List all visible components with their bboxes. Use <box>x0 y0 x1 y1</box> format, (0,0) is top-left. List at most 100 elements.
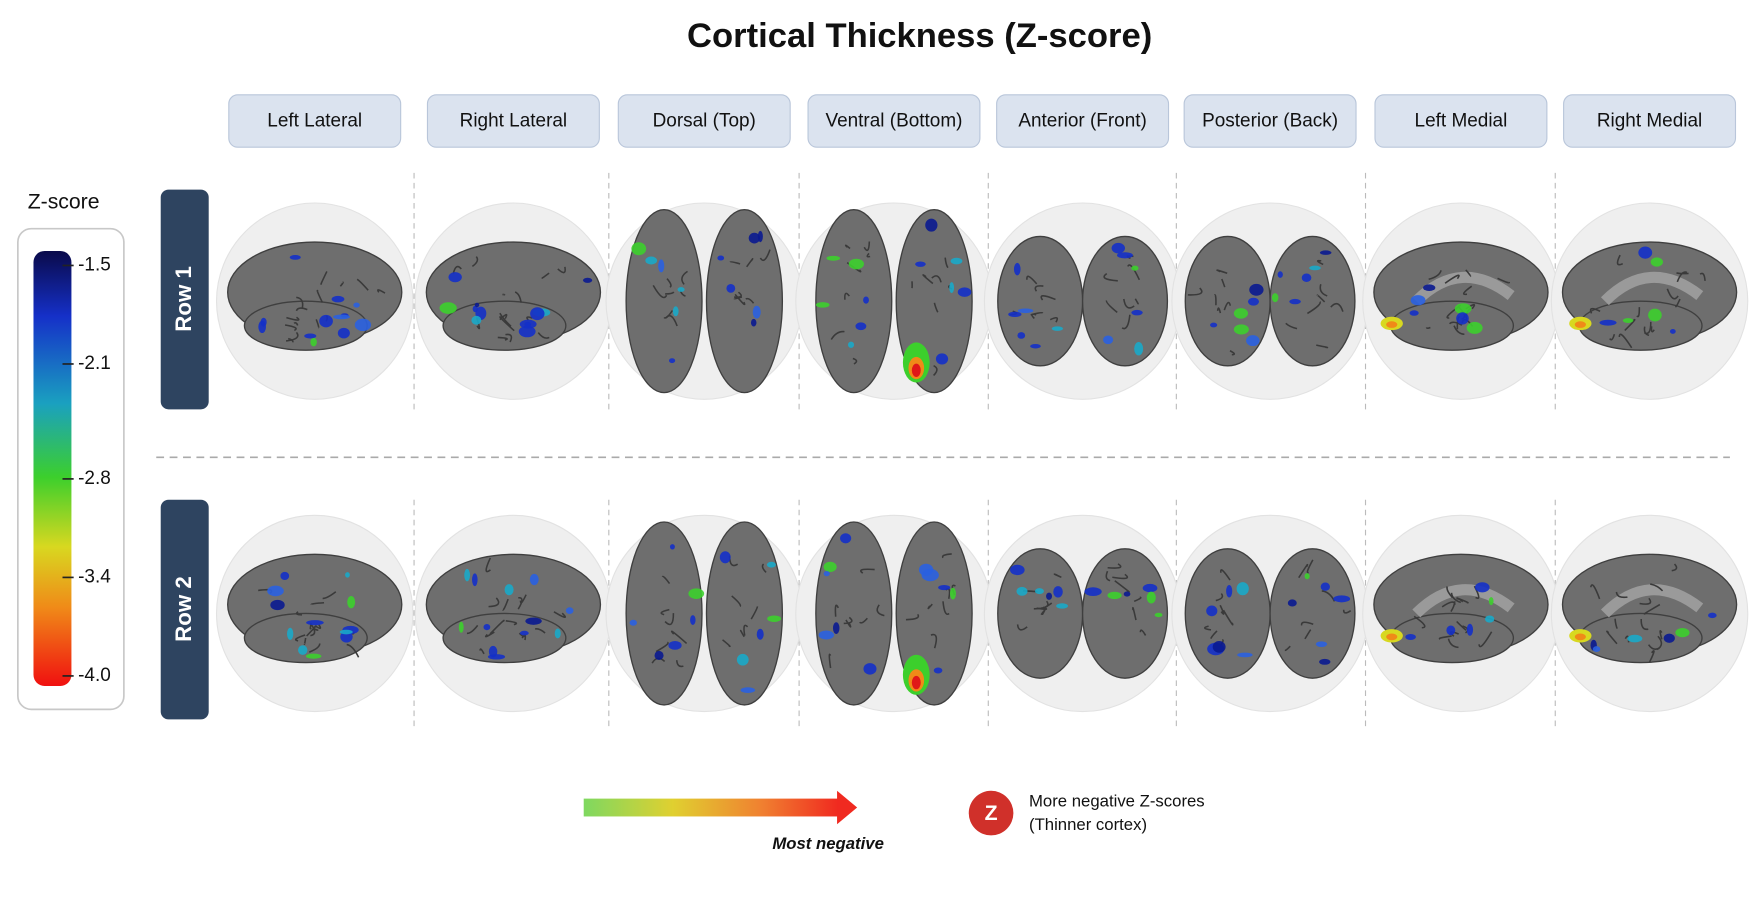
sulcus <box>1221 278 1226 288</box>
activation <box>669 544 675 550</box>
cortex <box>1269 235 1356 367</box>
sulcus <box>519 594 527 604</box>
colorbar-ticks: -1.5 -2.1 -2.8 -3.4 -4.0 <box>62 254 111 686</box>
sulcus <box>502 598 509 611</box>
sulcus <box>1659 630 1663 640</box>
tick-label: -2.8 <box>78 468 111 489</box>
sulcus <box>499 316 515 332</box>
view-header <box>807 94 981 148</box>
activation <box>1456 312 1469 325</box>
sulcus <box>733 296 743 300</box>
sulcus <box>1300 621 1314 626</box>
sulcus <box>488 597 500 608</box>
sulcus <box>860 568 875 574</box>
sulcus <box>1589 307 1601 314</box>
sulcus <box>285 331 299 342</box>
sulcus <box>1298 563 1309 579</box>
activation <box>1320 582 1330 591</box>
sulcus <box>505 620 518 626</box>
sulcus <box>1304 629 1312 640</box>
sulcus <box>517 597 523 610</box>
activation <box>1142 583 1158 593</box>
sulcus <box>734 291 742 298</box>
activation <box>672 306 679 317</box>
view-header <box>1374 94 1548 148</box>
sulcus <box>489 619 505 635</box>
legend-line: (Thinner cortex) <box>1029 815 1147 834</box>
sulcus <box>863 241 871 252</box>
activation <box>726 283 736 293</box>
sulcus <box>514 291 522 303</box>
view-label: Left Medial <box>1415 111 1508 132</box>
sulcus <box>1034 285 1044 292</box>
activation <box>756 628 764 640</box>
sulcus <box>944 257 949 269</box>
sulcus <box>675 660 684 668</box>
activation <box>757 230 763 243</box>
activation <box>1319 658 1331 665</box>
activation <box>1154 612 1163 618</box>
sulcus <box>852 357 858 365</box>
activation <box>740 687 756 693</box>
activation <box>1301 273 1312 282</box>
sulcus <box>845 619 852 628</box>
activation <box>267 585 284 597</box>
sulcus <box>1219 604 1225 615</box>
sulcus <box>922 274 934 285</box>
sulcus <box>1428 270 1442 281</box>
sulcus <box>315 319 320 329</box>
corpus-callosum <box>1412 584 1515 618</box>
view-label: Right Medial <box>1597 111 1702 132</box>
activation <box>1410 295 1426 306</box>
activation <box>1247 297 1260 306</box>
sulcus <box>1462 285 1473 296</box>
sulcus <box>1222 609 1234 626</box>
sulcus <box>1103 272 1118 282</box>
sulcus <box>1606 630 1618 645</box>
sulcus <box>731 595 742 607</box>
activation <box>529 573 539 586</box>
sulcus <box>1134 298 1139 305</box>
view-header <box>1563 94 1737 148</box>
activation <box>848 258 865 270</box>
row-label: Row 1 <box>171 266 196 332</box>
activation <box>1016 586 1028 596</box>
sulcus <box>729 261 741 265</box>
sulcus <box>1616 254 1624 266</box>
activation <box>1035 588 1044 595</box>
view-header <box>228 94 402 148</box>
sulcus <box>927 603 933 610</box>
activation <box>935 353 949 365</box>
activation <box>1123 591 1131 597</box>
activation <box>1206 605 1218 617</box>
sulcus <box>1640 619 1649 631</box>
activation <box>565 607 574 614</box>
sulcus <box>1204 625 1212 631</box>
activation <box>1423 284 1436 292</box>
activation <box>1146 591 1156 604</box>
view-header <box>1183 94 1357 148</box>
legend-line: More negative Z-scores <box>1029 791 1205 810</box>
sulcus <box>294 634 306 642</box>
sulcus <box>681 270 688 285</box>
sulcus <box>310 602 325 606</box>
activation <box>1484 615 1495 623</box>
sulcus <box>553 611 567 619</box>
activation <box>1237 652 1253 658</box>
sulcus <box>1438 635 1452 640</box>
sulcus <box>306 625 317 637</box>
cortex <box>1389 300 1515 351</box>
sulcus <box>339 281 344 287</box>
sulcus <box>1216 269 1228 274</box>
sulcus <box>1448 321 1463 326</box>
sulcus <box>1132 607 1137 621</box>
sulcus <box>1450 601 1456 612</box>
view-header <box>426 94 600 148</box>
corpus-callosum <box>1600 271 1704 306</box>
activation <box>347 595 356 609</box>
sulcus <box>541 272 550 279</box>
cortex <box>442 612 567 664</box>
arrow-label: Most negative <box>772 834 884 853</box>
activation <box>1053 586 1063 598</box>
sulcus <box>933 364 938 377</box>
